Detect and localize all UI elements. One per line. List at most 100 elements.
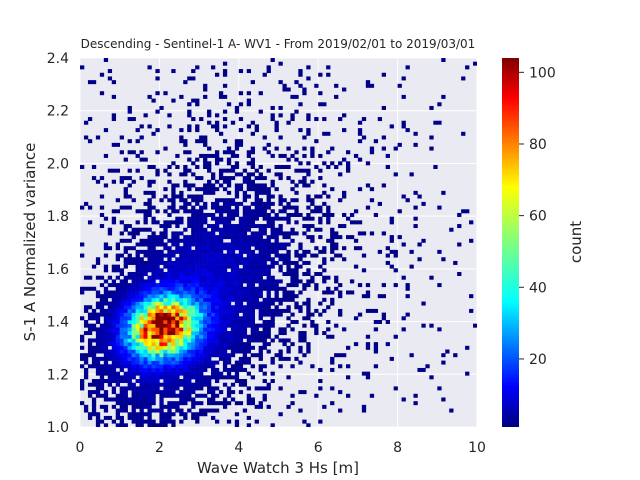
heatmap-cell	[111, 353, 117, 358]
heatmap-cell	[119, 404, 124, 409]
heatmap-cell	[95, 331, 101, 336]
heatmap-cell	[250, 80, 255, 85]
heatmap-cell	[246, 212, 252, 217]
heatmap-cell	[203, 260, 208, 265]
heatmap-cell	[183, 257, 188, 262]
heatmap-cell	[107, 69, 113, 74]
heatmap-cell	[254, 353, 259, 358]
heatmap-cell	[183, 301, 188, 306]
heatmap-cell	[222, 179, 228, 184]
heatmap-cell	[199, 238, 204, 243]
heatmap-cell	[80, 364, 85, 369]
heatmap-cell	[302, 260, 307, 265]
heatmap-cell	[191, 183, 196, 188]
heatmap-cell	[203, 272, 208, 277]
heatmap-cell	[357, 246, 363, 251]
heatmap-cell	[163, 342, 168, 347]
heatmap-cell	[203, 412, 208, 417]
heatmap-cell	[207, 268, 212, 273]
heatmap-cell	[115, 360, 120, 365]
heatmap-cell	[147, 364, 152, 369]
heatmap-cell	[203, 83, 208, 88]
heatmap-cell	[469, 238, 474, 243]
heatmap-cell	[147, 338, 152, 343]
heatmap-cell	[250, 157, 255, 162]
heatmap-cell	[195, 246, 200, 251]
heatmap-cell	[302, 224, 307, 229]
heatmap-cell	[163, 393, 168, 398]
heatmap-cell	[179, 356, 184, 361]
heatmap-cell	[115, 246, 120, 251]
heatmap-cell	[131, 308, 136, 313]
heatmap-cell	[175, 242, 180, 247]
heatmap-cell	[421, 201, 426, 206]
heatmap-cell	[214, 153, 220, 158]
heatmap-cell	[357, 312, 363, 317]
heatmap-cell	[135, 331, 140, 336]
heatmap-cell	[199, 375, 204, 380]
heatmap-cell	[258, 356, 263, 361]
heatmap-cell	[222, 224, 228, 229]
heatmap-cell	[322, 212, 327, 217]
heatmap-cell	[270, 194, 275, 199]
heatmap-cell	[143, 386, 148, 391]
heatmap-cell	[246, 279, 252, 284]
heatmap-cell	[171, 334, 176, 339]
heatmap-cell	[99, 327, 105, 332]
heatmap-cell	[203, 190, 208, 195]
heatmap-cell	[306, 312, 311, 317]
heatmap-cell	[91, 379, 97, 384]
heatmap-cell	[175, 294, 180, 299]
heatmap-cell	[195, 249, 200, 254]
heatmap-cell	[155, 76, 160, 81]
heatmap-cell	[449, 408, 454, 413]
heatmap-cell	[381, 183, 386, 188]
heatmap-cell	[119, 135, 124, 140]
heatmap-cell	[99, 212, 105, 217]
heatmap-cell	[207, 319, 212, 324]
heatmap-cell	[191, 260, 196, 265]
heatmap-cell	[199, 323, 204, 328]
heatmap-cell	[226, 331, 232, 336]
heatmap-cell	[278, 105, 283, 110]
heatmap-cell	[183, 360, 188, 365]
heatmap-cell	[246, 286, 252, 291]
heatmap-cell	[155, 91, 160, 96]
heatmap-cell	[345, 150, 351, 155]
heatmap-cell	[226, 146, 232, 151]
heatmap-cell	[270, 260, 275, 265]
heatmap-cell	[195, 157, 200, 162]
heatmap-cell	[211, 386, 216, 391]
heatmap-cell	[214, 371, 220, 376]
heatmap-cell	[306, 301, 311, 306]
heatmap-cell	[270, 279, 275, 284]
heatmap-cell	[242, 356, 248, 361]
heatmap-cell	[203, 367, 208, 372]
heatmap-cell	[294, 209, 299, 214]
heatmap-cell	[246, 338, 252, 343]
heatmap-cell	[294, 231, 299, 236]
heatmap-cell	[238, 242, 244, 247]
heatmap-cell	[167, 257, 172, 262]
heatmap-cell	[195, 301, 200, 306]
heatmap-cell	[139, 356, 144, 361]
heatmap-cell	[183, 290, 188, 295]
heatmap-cell	[429, 135, 434, 140]
heatmap-cell	[234, 161, 240, 166]
heatmap-cell	[214, 113, 220, 118]
heatmap-cell	[254, 338, 259, 343]
heatmap-cell	[107, 356, 113, 361]
heatmap-cell	[155, 242, 160, 247]
heatmap-cell	[238, 187, 244, 192]
heatmap-cell	[175, 382, 180, 387]
heatmap-cell	[254, 238, 259, 243]
heatmap-cell	[123, 227, 128, 232]
heatmap-cell	[278, 268, 283, 273]
heatmap-cell	[155, 360, 160, 365]
heatmap-cell	[187, 301, 192, 306]
heatmap-cell	[155, 323, 160, 328]
heatmap-cell	[242, 305, 248, 310]
heatmap-cell	[286, 260, 291, 265]
heatmap-cell	[286, 375, 291, 380]
heatmap-cell	[187, 124, 192, 129]
